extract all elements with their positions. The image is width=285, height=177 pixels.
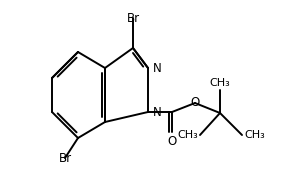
Text: Br: Br	[127, 12, 140, 24]
Text: CH₃: CH₃	[210, 78, 230, 88]
Text: CH₃: CH₃	[177, 130, 198, 140]
Text: CH₃: CH₃	[244, 130, 265, 140]
Text: O: O	[167, 135, 177, 148]
Text: N: N	[153, 105, 162, 118]
Text: O: O	[190, 96, 200, 110]
Text: N: N	[153, 61, 162, 75]
Text: Br: Br	[58, 152, 72, 164]
